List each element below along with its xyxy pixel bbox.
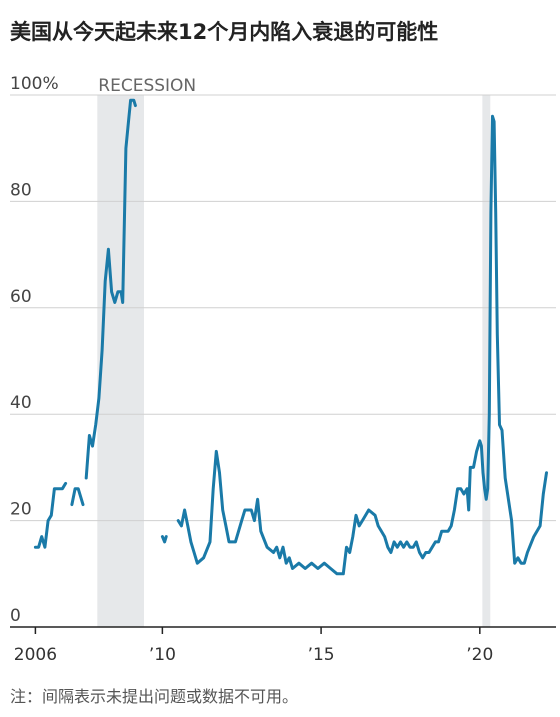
y-axis-tick-labels: 0 20 40 60 80 100% xyxy=(10,74,59,626)
series-line-segment xyxy=(84,98,137,480)
x-tick-label: 2006 xyxy=(14,645,57,665)
y-tick-label: 100% xyxy=(10,74,59,94)
x-tick-label: ’20 xyxy=(466,645,493,665)
x-tick-label: ’10 xyxy=(149,645,176,665)
gridlines xyxy=(10,94,556,522)
series-line-segment xyxy=(176,114,548,576)
y-tick-label: 40 xyxy=(10,393,32,413)
footnote: 注：间隔表示未提出问题或数据不可用。 xyxy=(10,687,299,706)
y-tick-label: 0 xyxy=(10,606,21,626)
data-series xyxy=(33,98,548,576)
recession-band xyxy=(97,95,144,627)
series-line-segment xyxy=(70,487,85,507)
series-line-segment xyxy=(160,535,168,544)
chart-title: 美国从今天起未来12个月内陷入衰退的可能性 xyxy=(10,20,439,44)
recession-bands: RECESSION xyxy=(97,76,491,627)
y-tick-label: 80 xyxy=(10,180,32,200)
series-line-segment xyxy=(33,481,68,549)
y-tick-label: 20 xyxy=(10,500,32,520)
recession-label: RECESSION xyxy=(98,76,196,96)
recession-band xyxy=(482,95,491,627)
x-axis-ticks: 2006 ’10 ’15 ’20 xyxy=(14,627,493,665)
y-tick-label: 60 xyxy=(10,287,32,307)
x-tick-label: ’15 xyxy=(308,645,335,665)
